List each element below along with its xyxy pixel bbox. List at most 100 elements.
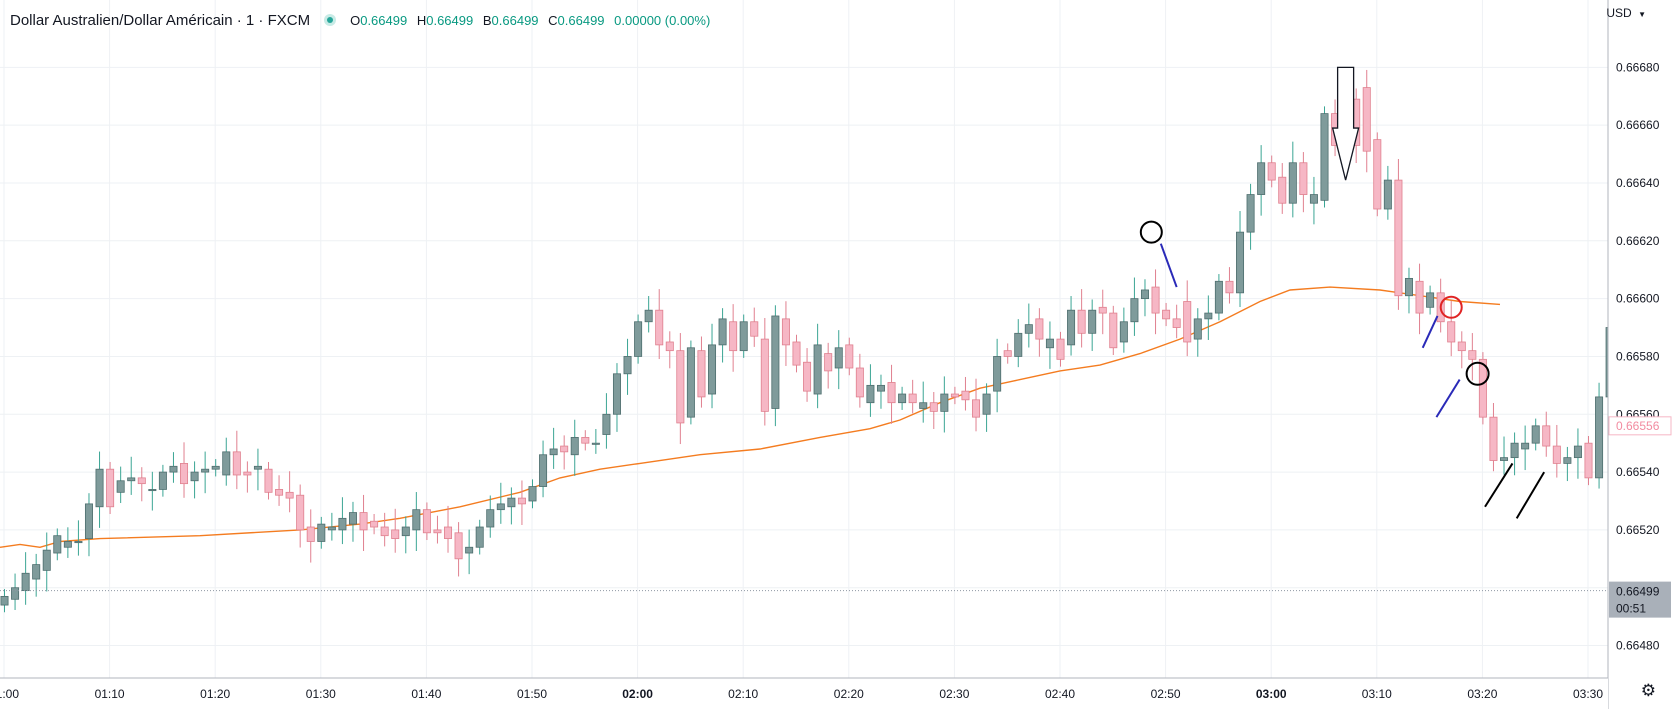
candle-body bbox=[781, 318, 790, 346]
candle bbox=[781, 301, 790, 366]
candle-body bbox=[422, 509, 431, 534]
candle-body bbox=[1214, 280, 1223, 314]
candle bbox=[359, 494, 368, 552]
candle bbox=[887, 364, 896, 424]
candle-body bbox=[391, 529, 400, 539]
candle-body bbox=[222, 451, 231, 476]
candle-body bbox=[993, 356, 1002, 392]
candle-body bbox=[338, 517, 347, 531]
candle bbox=[32, 553, 41, 597]
candle-body bbox=[1236, 231, 1245, 294]
candle-body bbox=[602, 413, 611, 435]
candle-body bbox=[84, 503, 93, 539]
price-tick-label: 0.66520 bbox=[1616, 523, 1660, 537]
time-tick-label: 03:30 bbox=[1573, 687, 1603, 701]
candle bbox=[676, 333, 685, 445]
gear-icon[interactable]: ⚙ bbox=[1640, 681, 1656, 700]
candle bbox=[866, 364, 875, 417]
close-value: 0.66499 bbox=[557, 12, 605, 28]
candle bbox=[317, 516, 326, 549]
candle bbox=[539, 440, 548, 498]
price-tick-label: 0.66680 bbox=[1616, 60, 1660, 74]
candle-body bbox=[855, 367, 864, 398]
candle bbox=[919, 381, 928, 423]
ohlc-readout: O0.66499 H0.66499 B0.66499 C0.66499 0.00… bbox=[350, 13, 710, 28]
candle-body bbox=[1246, 194, 1255, 233]
candle bbox=[1236, 211, 1245, 308]
candle bbox=[222, 437, 231, 486]
candle bbox=[95, 451, 104, 528]
chart-drawings bbox=[0, 66, 1608, 592]
candle bbox=[898, 386, 907, 410]
candle bbox=[813, 323, 822, 409]
candle-body bbox=[929, 402, 938, 412]
price-tick-label: 0.66540 bbox=[1616, 465, 1660, 479]
candle bbox=[127, 456, 136, 495]
candle-body bbox=[1309, 194, 1318, 204]
price-tick-label: 0.66660 bbox=[1616, 118, 1660, 132]
candle bbox=[1151, 269, 1160, 335]
candle-body bbox=[972, 399, 981, 418]
candle-body bbox=[380, 526, 389, 537]
candle bbox=[1563, 446, 1572, 482]
currency-selector[interactable]: USD ▼ bbox=[1606, 6, 1646, 20]
candle bbox=[1531, 418, 1540, 451]
candle bbox=[655, 289, 664, 360]
candle bbox=[106, 461, 115, 515]
candle bbox=[201, 451, 210, 494]
candle-body bbox=[253, 465, 262, 470]
candle-body bbox=[1162, 309, 1171, 320]
candle-body bbox=[834, 347, 843, 369]
candle-body bbox=[1489, 416, 1498, 461]
symbol-title[interactable]: Dollar Australien/Dollar Américain · 1 ·… bbox=[10, 11, 311, 29]
candle-body bbox=[560, 445, 569, 453]
candle bbox=[1309, 176, 1318, 225]
candle-body bbox=[1394, 179, 1403, 297]
candle bbox=[264, 461, 273, 500]
candle-body bbox=[1045, 338, 1054, 349]
candle-body bbox=[1362, 87, 1371, 152]
candle-body bbox=[1267, 162, 1276, 181]
candle bbox=[327, 512, 336, 541]
candle bbox=[391, 508, 400, 553]
candle-body bbox=[412, 509, 421, 531]
candle bbox=[190, 461, 199, 499]
candle-body bbox=[180, 463, 189, 485]
candle bbox=[771, 305, 780, 427]
candle-body bbox=[1067, 309, 1076, 346]
candle-body bbox=[1024, 324, 1033, 334]
time-tick-label: 01:50 bbox=[517, 687, 547, 701]
candle-body bbox=[517, 497, 526, 505]
candle bbox=[84, 493, 93, 557]
time-tick-label: 02:10 bbox=[728, 687, 758, 701]
candle-body bbox=[444, 526, 453, 539]
candle-body bbox=[1468, 350, 1477, 360]
candle bbox=[1542, 411, 1551, 457]
candle bbox=[950, 386, 959, 405]
candle-body bbox=[1584, 442, 1593, 479]
candle-body bbox=[1077, 309, 1086, 334]
arrow-down-drawing bbox=[1331, 66, 1360, 181]
candle bbox=[401, 516, 410, 554]
candle bbox=[528, 479, 537, 509]
candle bbox=[665, 331, 674, 369]
time-tick-label: 03:20 bbox=[1467, 687, 1497, 701]
candle bbox=[708, 323, 717, 409]
candle-body bbox=[1193, 318, 1202, 340]
candle bbox=[729, 304, 738, 372]
candle bbox=[1172, 304, 1181, 339]
candle-body bbox=[1404, 277, 1413, 297]
candle-body bbox=[1035, 318, 1044, 340]
candle bbox=[517, 480, 526, 525]
candle bbox=[1204, 295, 1213, 340]
connector-line bbox=[1159, 243, 1178, 288]
price-tick-label: 0.66480 bbox=[1616, 639, 1660, 653]
candle-body bbox=[697, 350, 706, 398]
open-label: O bbox=[350, 12, 361, 28]
candle-body bbox=[528, 486, 537, 502]
candle-body bbox=[792, 341, 801, 366]
candle-body bbox=[1299, 162, 1308, 195]
candle-body bbox=[53, 535, 62, 554]
candle bbox=[53, 528, 62, 561]
